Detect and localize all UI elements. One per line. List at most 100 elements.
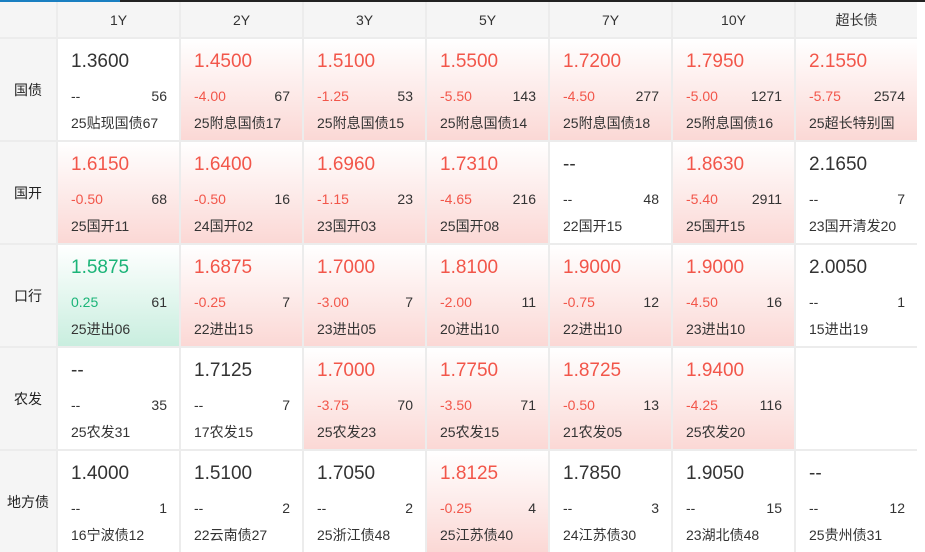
yield-cell[interactable]: 1.3600 -- 56 25贴现国债67 — [58, 39, 179, 140]
empty-cell — [796, 348, 917, 449]
yield-cell[interactable]: 1.7000 -3.75 70 25农发23 — [304, 348, 425, 449]
yield-value: 2.1550 — [809, 51, 868, 72]
change-row: -0.75 12 — [563, 294, 659, 310]
yield-value: 1.8630 — [686, 154, 745, 175]
trade-count: 2 — [282, 500, 290, 516]
yield-cell[interactable]: 1.5100 -- 2 22云南债27 — [181, 451, 302, 552]
yield-cell[interactable]: 1.8725 -0.50 13 21农发05 — [550, 348, 671, 449]
trade-count: 11 — [521, 294, 536, 310]
yield-value: 1.9050 — [686, 463, 745, 484]
change-row: -- 2 — [317, 500, 413, 516]
bond-name: 25农发31 — [71, 424, 131, 440]
yield-change: -- — [71, 500, 81, 516]
trade-count: 7 — [282, 397, 290, 413]
yield-cell[interactable]: 1.8125 -0.25 4 25江苏债40 — [427, 451, 548, 552]
yield-cell[interactable]: 1.9400 -4.25 116 25农发20 — [673, 348, 794, 449]
yield-cell[interactable]: 1.7050 -- 2 25浙江债48 — [304, 451, 425, 552]
yield-cell[interactable]: 1.6960 -1.15 23 23国开03 — [304, 142, 425, 243]
change-row: -- 15 — [686, 500, 782, 516]
change-row: -- 1 — [809, 294, 905, 310]
yield-cell[interactable]: 1.8100 -2.00 11 20进出10 — [427, 245, 548, 346]
yield-cell[interactable]: 1.7750 -3.50 71 25农发15 — [427, 348, 548, 449]
trade-count: 71 — [520, 397, 536, 413]
yield-change: -4.65 — [440, 191, 472, 207]
yield-cell[interactable]: 1.7125 -- 7 17农发15 — [181, 348, 302, 449]
change-row: -- 7 — [809, 191, 905, 207]
column-header-7Y[interactable]: 7Y — [550, 2, 671, 37]
trade-count: 1 — [159, 500, 167, 516]
yield-change: -- — [194, 500, 204, 516]
trade-count: 2 — [405, 500, 413, 516]
yield-cell[interactable]: 1.9000 -0.75 12 22进出10 — [550, 245, 671, 346]
yield-cell[interactable]: -- -- 48 22国开15 — [550, 142, 671, 243]
change-row: -2.00 11 — [440, 294, 536, 310]
column-header-1Y[interactable]: 1Y — [58, 2, 179, 37]
yield-change: -4.50 — [686, 294, 718, 310]
trade-count: 216 — [512, 191, 536, 207]
yield-value: 1.6150 — [71, 154, 130, 175]
bond-name: 15进出19 — [809, 321, 869, 337]
yield-cell[interactable]: 1.7950 -5.00 1271 25附息国债16 — [673, 39, 794, 140]
bond-name: 25农发15 — [440, 424, 500, 440]
change-row: -5.50 143 — [440, 88, 536, 104]
yield-cell[interactable]: 1.5875 0.25 61 25进出06 — [58, 245, 179, 346]
yield-cell[interactable]: 1.7850 -- 3 24江苏债30 — [550, 451, 671, 552]
yield-cell[interactable]: 1.7200 -4.50 277 25附息国债18 — [550, 39, 671, 140]
bond-name: 23国开03 — [317, 218, 377, 234]
bond-name: 24江苏债30 — [563, 527, 637, 543]
yield-cell[interactable]: 2.0050 -- 1 15进出19 — [796, 245, 917, 346]
bond-name: 17农发15 — [194, 424, 254, 440]
yield-cell[interactable]: 1.5500 -5.50 143 25附息国债14 — [427, 39, 548, 140]
bond-name: 25江苏债40 — [440, 527, 514, 543]
yield-cell[interactable]: 1.6875 -0.25 7 22进出15 — [181, 245, 302, 346]
corner-header — [0, 2, 56, 37]
column-header-5Y[interactable]: 5Y — [427, 2, 548, 37]
change-row: -0.25 4 — [440, 500, 536, 516]
yield-cell[interactable]: 1.7310 -4.65 216 25国开08 — [427, 142, 548, 243]
change-row: -1.25 53 — [317, 88, 413, 104]
bond-name: 23进出10 — [686, 321, 746, 337]
change-row: -0.50 13 — [563, 397, 659, 413]
yield-cell[interactable]: 2.1550 -5.75 2574 25超长特别国 — [796, 39, 917, 140]
bond-name: 25国开11 — [71, 218, 130, 234]
yield-cell[interactable]: 1.8630 -5.40 2911 25国开15 — [673, 142, 794, 243]
yield-change: -4.25 — [686, 397, 718, 413]
yield-cell[interactable]: 1.6150 -0.50 68 25国开11 — [58, 142, 179, 243]
row-label: 农发 — [0, 348, 56, 449]
change-row: -4.25 116 — [686, 397, 782, 413]
column-header-10Y[interactable]: 10Y — [673, 2, 794, 37]
change-row: -3.75 70 — [317, 397, 413, 413]
bond-name: 25贵州债31 — [809, 527, 883, 543]
yield-cell[interactable]: 1.4500 -4.00 67 25附息国债17 — [181, 39, 302, 140]
yield-change: -- — [563, 500, 573, 516]
yield-value: -- — [71, 360, 84, 381]
yield-change: -- — [317, 500, 327, 516]
trade-count: 277 — [635, 88, 659, 104]
yield-cell[interactable]: 2.1650 -- 7 23国开清发20 — [796, 142, 917, 243]
trade-count: 23 — [397, 191, 413, 207]
column-header-2Y[interactable]: 2Y — [181, 2, 302, 37]
change-row: -- 3 — [563, 500, 659, 516]
trade-count: 53 — [397, 88, 413, 104]
yield-cell[interactable]: 1.5100 -1.25 53 25附息国债15 — [304, 39, 425, 140]
row-label: 国开 — [0, 142, 56, 243]
yield-value: 1.4500 — [194, 51, 253, 72]
yield-value: 1.7000 — [317, 257, 376, 278]
yield-cell[interactable]: 1.4000 -- 1 16宁波债12 — [58, 451, 179, 552]
yield-cell[interactable]: 1.6400 -0.50 16 24国开02 — [181, 142, 302, 243]
trade-count: 4 — [528, 500, 536, 516]
column-header-3Y[interactable]: 3Y — [304, 2, 425, 37]
column-header-超长债[interactable]: 超长债 — [796, 2, 917, 37]
yield-value: -- — [809, 463, 822, 484]
yield-change: -3.50 — [440, 397, 472, 413]
change-row: -4.50 16 — [686, 294, 782, 310]
bond-name: 21农发05 — [563, 424, 623, 440]
yield-cell[interactable]: -- -- 12 25贵州债31 — [796, 451, 917, 552]
yield-cell[interactable]: 1.9050 -- 15 23湖北债48 — [673, 451, 794, 552]
yield-cell[interactable]: -- -- 35 25农发31 — [58, 348, 179, 449]
yield-cell[interactable]: 1.7000 -3.00 7 23进出05 — [304, 245, 425, 346]
row-label: 国债 — [0, 39, 56, 140]
yield-change: -2.00 — [440, 294, 472, 310]
top-border — [0, 0, 925, 2]
yield-cell[interactable]: 1.9000 -4.50 16 23进出10 — [673, 245, 794, 346]
